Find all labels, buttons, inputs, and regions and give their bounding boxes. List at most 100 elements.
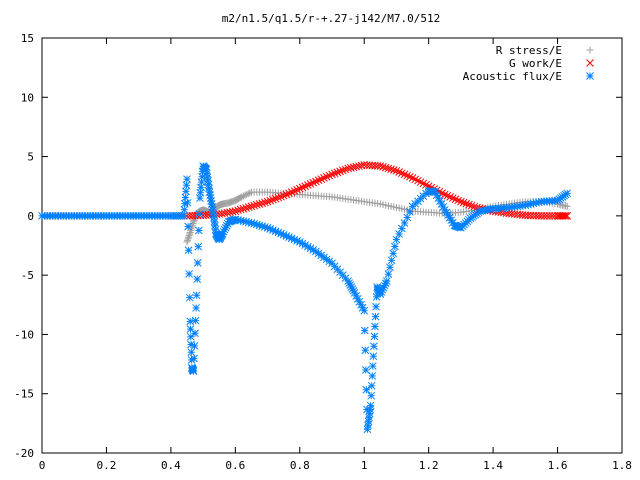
data-point xyxy=(295,184,304,193)
data-point xyxy=(306,244,315,253)
legend-marker xyxy=(586,72,594,80)
data-point xyxy=(243,191,251,199)
data-point xyxy=(336,167,344,176)
data-point xyxy=(188,223,196,231)
data-point xyxy=(457,197,465,206)
x-tick-label: 1.8 xyxy=(612,459,632,472)
data-point xyxy=(325,171,334,180)
data-point xyxy=(187,348,196,357)
data-point xyxy=(370,342,378,351)
data-point xyxy=(239,192,247,200)
data-point xyxy=(372,302,380,311)
data-point xyxy=(446,193,455,201)
legend-marker xyxy=(586,46,594,54)
data-point xyxy=(234,206,242,215)
data-point xyxy=(454,196,463,205)
data-point xyxy=(247,202,256,211)
data-point xyxy=(462,199,471,208)
data-point xyxy=(184,236,192,244)
data-point xyxy=(376,162,385,170)
data-point xyxy=(241,191,249,199)
data-point xyxy=(317,175,326,183)
data-point xyxy=(451,195,460,204)
data-point xyxy=(263,197,272,206)
y-tick-label: -10 xyxy=(14,328,34,341)
data-point xyxy=(238,193,246,201)
data-point xyxy=(387,256,396,265)
data-point xyxy=(186,230,194,238)
data-point xyxy=(390,242,399,251)
data-point xyxy=(459,198,468,207)
data-point xyxy=(309,178,318,187)
y-tick-label: 0 xyxy=(27,210,34,223)
x-tick-label: 1.6 xyxy=(548,459,568,472)
y-tick-label: 10 xyxy=(21,91,34,104)
data-point xyxy=(465,200,473,209)
data-point xyxy=(189,367,198,376)
data-point xyxy=(403,171,412,180)
data-point xyxy=(392,166,401,175)
data-point xyxy=(250,201,258,210)
data-point xyxy=(563,212,572,220)
x-tick-label: 1 xyxy=(361,459,368,472)
data-point xyxy=(244,190,252,198)
data-point xyxy=(279,191,288,200)
data-point xyxy=(381,163,390,172)
data-point xyxy=(333,168,342,177)
data-point xyxy=(303,181,312,189)
data-point xyxy=(205,184,213,193)
data-point xyxy=(379,162,387,171)
data-point xyxy=(186,228,194,236)
legend-label: Acoustic flux/E xyxy=(463,70,562,83)
data-point xyxy=(369,352,378,361)
data-point xyxy=(467,201,476,210)
data-point xyxy=(338,166,347,175)
data-point xyxy=(255,200,264,208)
data-point xyxy=(231,207,240,215)
data-point xyxy=(192,291,201,300)
data-point xyxy=(561,212,570,220)
data-point xyxy=(287,188,296,196)
data-point xyxy=(406,172,414,181)
data-point xyxy=(400,170,409,179)
data-point xyxy=(183,198,192,207)
data-point xyxy=(371,312,380,321)
data-point xyxy=(322,172,331,181)
data-point xyxy=(184,222,192,231)
legend-marker xyxy=(586,59,594,67)
data-point xyxy=(242,204,250,212)
data-point xyxy=(361,346,370,355)
data-point xyxy=(386,263,394,272)
data-point xyxy=(246,189,254,197)
x-axis: 0 0.2 0.4 0.6 0.8 1 1.2 1.4 1.6 1.8 xyxy=(39,38,632,472)
y-axis: -20 -15 -10 -5 0 5 10 15 xyxy=(14,32,622,460)
data-point xyxy=(252,200,261,209)
data-point xyxy=(184,246,193,255)
data-point xyxy=(266,196,275,205)
data-point xyxy=(389,249,398,258)
y-tick-label: 5 xyxy=(27,151,34,164)
x-tick-label: 0.6 xyxy=(225,459,245,472)
data-point xyxy=(194,242,203,251)
x-tick-label: 0.8 xyxy=(290,459,310,472)
data-point xyxy=(328,170,336,179)
data-point xyxy=(563,202,571,210)
x-tick-label: 1.2 xyxy=(419,459,439,472)
data-point xyxy=(185,270,194,278)
data-point xyxy=(183,238,191,246)
legend-label: G work/E xyxy=(509,57,562,70)
data-point xyxy=(293,185,301,194)
data-point xyxy=(360,306,369,315)
data-point xyxy=(184,235,192,243)
data-point xyxy=(244,203,253,212)
data-point xyxy=(312,177,320,186)
chart-title: m2/n1.5/q1.5/r-+.27-j142/M7.0/512 xyxy=(222,12,441,25)
data-point xyxy=(360,326,369,335)
data-point xyxy=(182,187,190,196)
data-point xyxy=(395,168,403,176)
x-tick-label: 0.4 xyxy=(161,459,181,472)
series-2 xyxy=(38,162,572,434)
data-point xyxy=(470,202,479,211)
data-point xyxy=(182,181,191,190)
